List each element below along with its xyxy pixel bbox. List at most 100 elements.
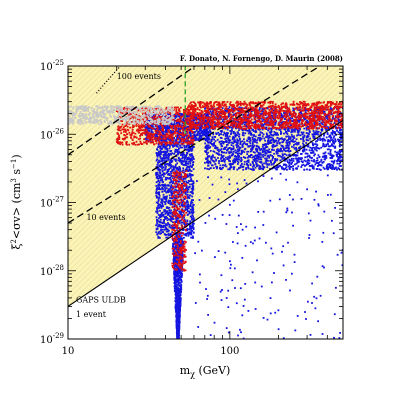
- scatter-point-blue: [247, 132, 250, 135]
- scatter-point-blue: [332, 162, 335, 165]
- scatter-point-blue: [293, 147, 296, 150]
- scatter-point-blue: [307, 143, 310, 146]
- scatter-point-blue: [170, 184, 173, 186]
- scatter-point-blue: [194, 118, 197, 121]
- scatter-point-blue: [177, 136, 180, 139]
- scatter-point-blue: [282, 146, 285, 149]
- scatter-point-blue: [232, 168, 235, 171]
- scatter-point-blue: [288, 165, 291, 167]
- scatter-point-blue: [158, 191, 161, 194]
- scatter-point-blue: [331, 144, 333, 146]
- scatter-point-blue: [279, 159, 282, 162]
- scatter-point-blue: [189, 161, 192, 163]
- scatter-point-blue: [183, 216, 185, 219]
- scatter-point-blue: [179, 276, 181, 279]
- scatter-point-blue: [164, 168, 166, 171]
- scatter-point-blue: [176, 257, 179, 259]
- scatter-point-blue: [264, 143, 267, 145]
- scatter-point-blue: [167, 223, 169, 226]
- scatter-point-blue: [169, 215, 171, 218]
- scatter-point-blue: [318, 156, 321, 159]
- scatter-point-blue: [301, 133, 304, 136]
- scatter-point-blue: [299, 134, 302, 137]
- scatter-point-blue: [298, 158, 300, 161]
- scatter-point-blue: [283, 132, 285, 135]
- scatter-point-blue: [175, 265, 177, 267]
- scatter-point-blue: [339, 154, 341, 157]
- scatter-point-blue: [272, 134, 275, 137]
- scatter-point-blue: [180, 163, 183, 165]
- scatter-point-blue: [170, 159, 172, 162]
- scatter-point-blue: [172, 181, 175, 183]
- scatter-point-blue: [313, 122, 316, 124]
- scatter-point-blue: [334, 140, 337, 143]
- scatter-point-blue: [232, 142, 235, 145]
- scatter-point-blue: [160, 205, 163, 208]
- scatter-point-blue: [325, 129, 328, 131]
- scatter-point-blue: [189, 162, 192, 165]
- scatter-point-blue: [270, 133, 272, 136]
- scatter-point-blue: [340, 141, 343, 143]
- scatter-point-blue: [161, 180, 164, 183]
- scatter-point-blue: [176, 334, 179, 336]
- scatter-point-blue: [221, 166, 224, 169]
- scatter-point-blue: [166, 171, 169, 174]
- scatter-point-blue: [162, 193, 165, 196]
- scatter-point-blue: [209, 162, 212, 165]
- scatter-point-blue: [280, 114, 283, 117]
- scatter-point-blue: [178, 316, 181, 319]
- scatter-point-blue: [167, 213, 170, 216]
- scatter-point-blue: [191, 201, 194, 204]
- scatter-point-blue: [180, 198, 183, 201]
- scatter-point-blue: [295, 149, 298, 152]
- scatter-point-blue: [292, 130, 294, 133]
- scatter-point-blue: [284, 159, 286, 162]
- scatter-point-blue: [322, 152, 325, 155]
- scatter-point-blue: [177, 335, 180, 338]
- scatter-point-blue: [164, 203, 167, 205]
- scatter-point-blue: [316, 130, 319, 133]
- scatter-point-blue: [306, 156, 309, 158]
- scatter-point-blue: [167, 163, 169, 166]
- scatter-point-blue: [271, 146, 274, 149]
- scatter-point-blue: [243, 123, 246, 126]
- scatter-point-blue: [163, 216, 166, 218]
- scatter-point-blue: [188, 228, 191, 231]
- scatter-point-blue: [173, 158, 176, 161]
- scatter-point-blue: [304, 165, 306, 167]
- scatter-point-blue: [160, 151, 162, 154]
- scatter-point-blue: [173, 285, 176, 288]
- scatter-point-blue: [156, 206, 158, 209]
- scatter-point-blue: [183, 135, 186, 138]
- scatter-point-blue: [179, 303, 182, 306]
- scatter-point-blue: [183, 177, 185, 180]
- scatter-point-blue: [295, 138, 298, 141]
- scatter-point-blue: [333, 141, 335, 144]
- scatter-point-blue: [315, 149, 318, 152]
- scatter-point-blue: [330, 136, 333, 139]
- scatter-point-blue: [240, 106, 243, 109]
- scatter-point-blue: [298, 111, 301, 114]
- scatter-point-blue: [234, 134, 237, 136]
- scatter-point-blue: [155, 191, 158, 193]
- scatter-point-blue: [246, 114, 249, 117]
- scatter-point-blue: [176, 261, 179, 263]
- scatter-point-blue: [177, 279, 179, 282]
- scatter-point-blue: [187, 188, 190, 191]
- scatter-point-blue: [162, 196, 165, 199]
- scatter-point-blue: [161, 228, 164, 231]
- scatter-point-blue: [180, 288, 182, 291]
- scatter-point-blue: [340, 156, 343, 159]
- scatter-point-blue: [162, 133, 164, 135]
- scatter-point-blue: [320, 158, 323, 161]
- scatter-point-blue: [183, 204, 186, 207]
- scatter-point-blue: [243, 141, 246, 143]
- scatter-point-blue: [174, 286, 177, 289]
- scatter-point-blue: [176, 325, 179, 328]
- scatter-point-blue: [177, 323, 180, 326]
- scatter-point-blue: [204, 150, 206, 153]
- scatter-point-blue: [178, 328, 181, 330]
- scatter-point-blue: [206, 133, 209, 135]
- scatter-point-blue: [303, 127, 306, 130]
